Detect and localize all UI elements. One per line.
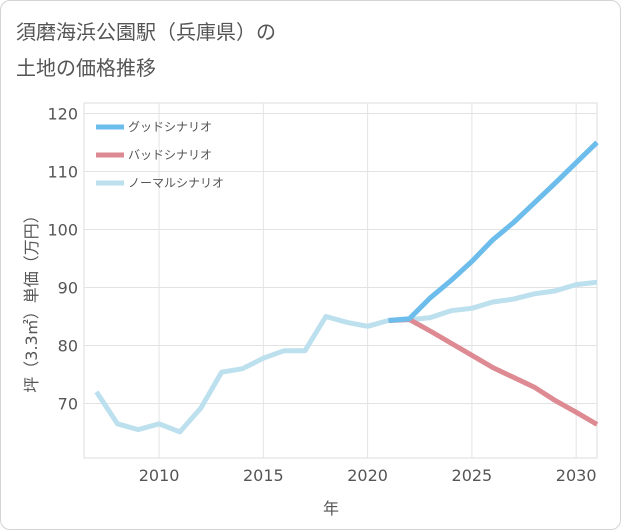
legend-label: バッドシナリオ bbox=[128, 148, 212, 162]
series-line-0 bbox=[388, 140, 599, 323]
y-tick-labels: 70 80 90 100 110 120 bbox=[47, 104, 78, 413]
legend-item-1[interactable]: バッドシナリオ bbox=[96, 148, 212, 162]
legend-label: ノーマルシナリオ bbox=[128, 176, 224, 190]
y-tick-label: 90 bbox=[58, 278, 78, 297]
x-tick-labels: 2010 2015 2020 2025 2030 bbox=[139, 466, 597, 485]
legend-item-0[interactable]: グッドシナリオ bbox=[96, 120, 212, 134]
legend-label: グッドシナリオ bbox=[128, 120, 212, 134]
y-tick-label: 100 bbox=[47, 220, 78, 239]
y-tick-label: 70 bbox=[58, 394, 78, 413]
y-tick-label: 80 bbox=[58, 336, 78, 355]
x-tick-label: 2030 bbox=[556, 466, 597, 485]
x-tick-label: 2020 bbox=[347, 466, 388, 485]
legend-item-2[interactable]: ノーマルシナリオ bbox=[96, 176, 224, 190]
y-tick-label: 120 bbox=[47, 104, 78, 123]
series-line-2 bbox=[94, 279, 598, 435]
chart-title: 須磨海浜公園駅（兵庫県）の 土地の価格推移 bbox=[16, 14, 276, 86]
series-line-1 bbox=[388, 316, 599, 427]
x-tick-label: 2015 bbox=[243, 466, 284, 485]
series-lines bbox=[94, 140, 599, 435]
y-axis-label: 坪（3.3㎡）単価（万円） bbox=[22, 207, 41, 392]
x-tick-label: 2025 bbox=[452, 466, 493, 485]
chart-title-line-2: 土地の価格推移 bbox=[16, 56, 156, 80]
x-tick-label: 2010 bbox=[139, 466, 180, 485]
y-tick-label: 110 bbox=[47, 162, 78, 181]
x-axis-label: 年 bbox=[323, 499, 339, 518]
plot-area bbox=[83, 102, 598, 459]
chart-title-line-1: 須磨海浜公園駅（兵庫県）の bbox=[16, 20, 276, 44]
grid-lines bbox=[84, 103, 597, 458]
